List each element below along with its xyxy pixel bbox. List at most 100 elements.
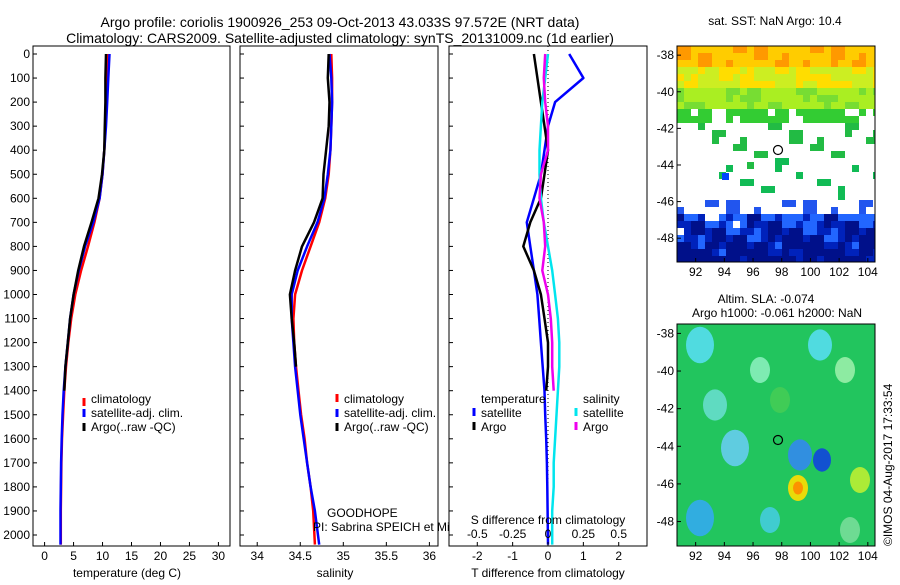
- sst-cell: [831, 249, 838, 256]
- sst-cell: [768, 88, 775, 95]
- sst-cell: [775, 102, 782, 109]
- sst-cell: [789, 53, 796, 60]
- x-tick-label: 34.5: [289, 549, 313, 563]
- depth-tick-label: 100: [10, 71, 30, 85]
- sst-cell: [810, 102, 817, 109]
- sst-cell: [810, 53, 817, 60]
- map-y-tick-label: -46: [657, 477, 675, 491]
- sst-cell: [873, 235, 875, 242]
- sst-cell: [796, 130, 803, 137]
- depth-tick-label: 400: [10, 143, 30, 157]
- sst-cell: [761, 214, 768, 221]
- sst-cell: [698, 214, 705, 221]
- sst-cell: [761, 67, 768, 74]
- sst-cell: [782, 60, 789, 67]
- sst-cell: [768, 214, 775, 221]
- sst-cell: [866, 102, 873, 109]
- sst-cell: [859, 228, 866, 235]
- sst-cell: [747, 116, 754, 123]
- sst-cell: [733, 88, 740, 95]
- sst-cell: [796, 95, 803, 102]
- sst-cell: [733, 228, 740, 235]
- sst-cell: [831, 109, 838, 116]
- x-tick-label: 34: [251, 549, 265, 563]
- sst-cell: [691, 242, 698, 249]
- sst-cell: [817, 95, 824, 102]
- map-x-tick-label: 92: [689, 265, 703, 279]
- s-tick-label: -0.25: [499, 527, 527, 541]
- sst-cell: [810, 200, 817, 207]
- map-x-tick-label: 96: [746, 549, 760, 563]
- sst-cell: [782, 158, 789, 165]
- sst-cell: [698, 67, 705, 74]
- sst-cell: [789, 95, 796, 102]
- sst-cell: [838, 53, 845, 60]
- sst-cell: [817, 116, 824, 123]
- sst-cell: [789, 130, 796, 137]
- legend-label-t-satellite: satellite: [481, 406, 522, 420]
- x-tick-label: 20: [154, 549, 168, 563]
- sla-map-panel: Altim. SLA: -0.074 Argo h1000: -0.061 h2…: [657, 292, 879, 563]
- sst-cell: [768, 256, 775, 262]
- sst-cell: [838, 46, 845, 53]
- sst-cell: [719, 88, 726, 95]
- sst-cell: [817, 228, 824, 235]
- sst-cell: [747, 214, 754, 221]
- sst-cell: [719, 81, 726, 88]
- sst-cell: [810, 81, 817, 88]
- sst-cell: [803, 88, 810, 95]
- sst-cell: [747, 228, 754, 235]
- sst-cell: [740, 88, 747, 95]
- sst-cell: [866, 137, 873, 144]
- sst-cell: [866, 214, 873, 221]
- sst-cell: [712, 53, 719, 60]
- sst-cell: [698, 46, 705, 53]
- sst-cell: [810, 242, 817, 249]
- sla-blob: [788, 439, 812, 471]
- sst-cell: [866, 53, 873, 60]
- sla-title-line1: Altim. SLA: -0.074: [718, 292, 815, 306]
- sst-cell: [684, 214, 691, 221]
- sst-cell: [796, 172, 803, 179]
- sst-cell: [775, 46, 782, 53]
- sst-cell: [726, 95, 733, 102]
- depth-tick-label: 800: [10, 239, 30, 253]
- sst-cell: [831, 221, 838, 228]
- sla-blob: [770, 387, 790, 413]
- sst-cell: [705, 67, 712, 74]
- sst-cell: [838, 74, 845, 81]
- sst-cell: [803, 60, 810, 67]
- sst-cell: [852, 102, 859, 109]
- legend-label-satellite-adj-2: satellite-adj. clim.: [344, 406, 436, 420]
- sst-cell: [817, 88, 824, 95]
- sst-cell: [775, 60, 782, 67]
- sst-cell: [817, 249, 824, 256]
- sst-cell: [733, 235, 740, 242]
- sst-cell: [796, 74, 803, 81]
- sst-cell: [754, 207, 761, 214]
- sst-cell: [698, 256, 705, 262]
- sst-cell: [852, 256, 859, 262]
- sst-cell: [873, 46, 875, 53]
- depth-tick-label: 1600: [3, 432, 30, 446]
- sst-cell: [719, 249, 726, 256]
- sst-cell: [866, 88, 873, 95]
- sst-cell: [719, 242, 726, 249]
- sst-cell: [733, 53, 740, 60]
- sla-blob: [750, 357, 770, 383]
- map-y-tick-label: -44: [657, 158, 675, 172]
- sst-cell: [684, 67, 691, 74]
- sst-cell: [831, 235, 838, 242]
- sst-cell: [761, 263, 768, 270]
- sst-cell: [810, 74, 817, 81]
- map-x-tick-label: 102: [829, 265, 849, 279]
- sst-cell: [677, 109, 684, 116]
- sst-cell: [845, 95, 852, 102]
- sst-cell: [677, 67, 684, 74]
- sst-cell: [810, 67, 817, 74]
- sst-cell: [796, 60, 803, 67]
- map-x-tick-label: 98: [775, 265, 789, 279]
- sst-cell: [719, 256, 726, 262]
- sst-cell: [817, 81, 824, 88]
- map-y-tick-label: -40: [657, 364, 675, 378]
